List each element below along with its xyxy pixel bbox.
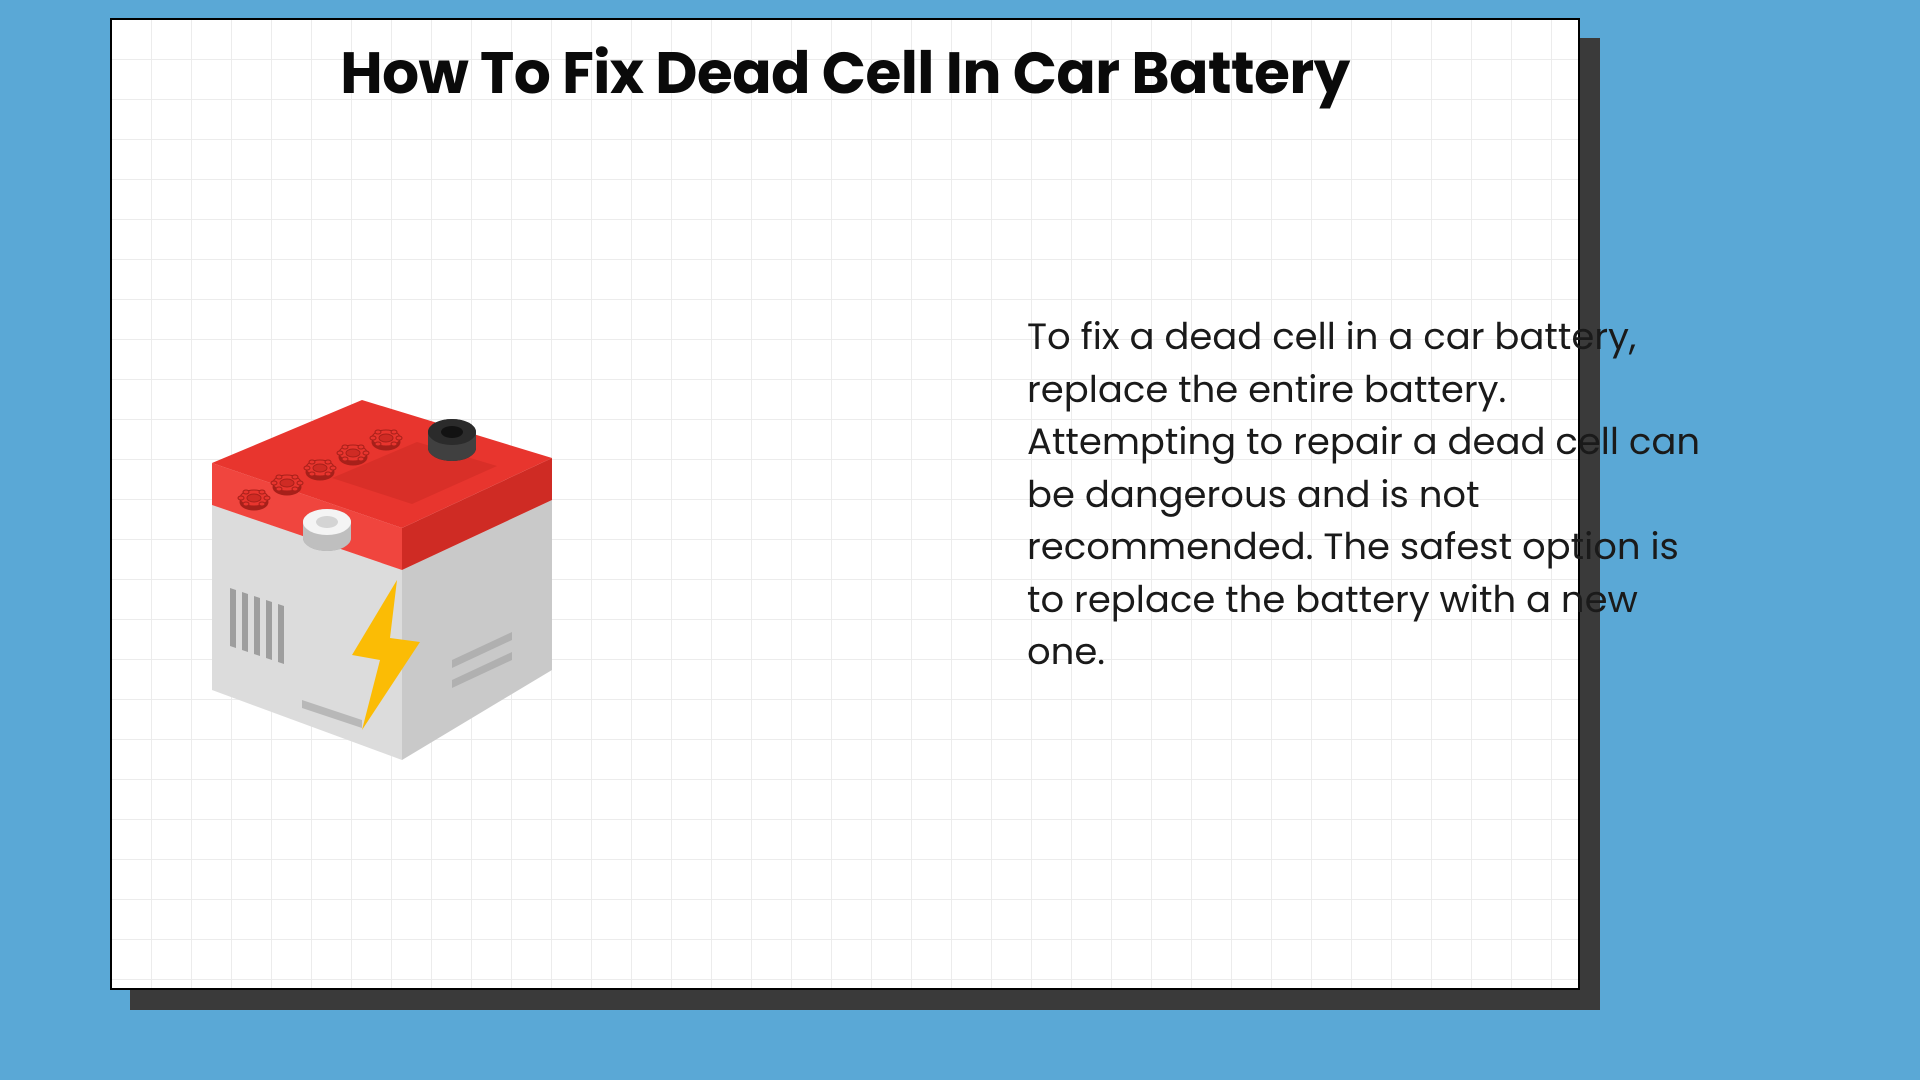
body-paragraph: To fix a dead cell in a car battery, rep… (1027, 310, 1707, 678)
info-card: How To Fix Dead Cell In Car Battery To f… (110, 18, 1580, 990)
page-title: How To Fix Dead Cell In Car Battery (112, 30, 1578, 117)
battery-icon (152, 370, 612, 830)
